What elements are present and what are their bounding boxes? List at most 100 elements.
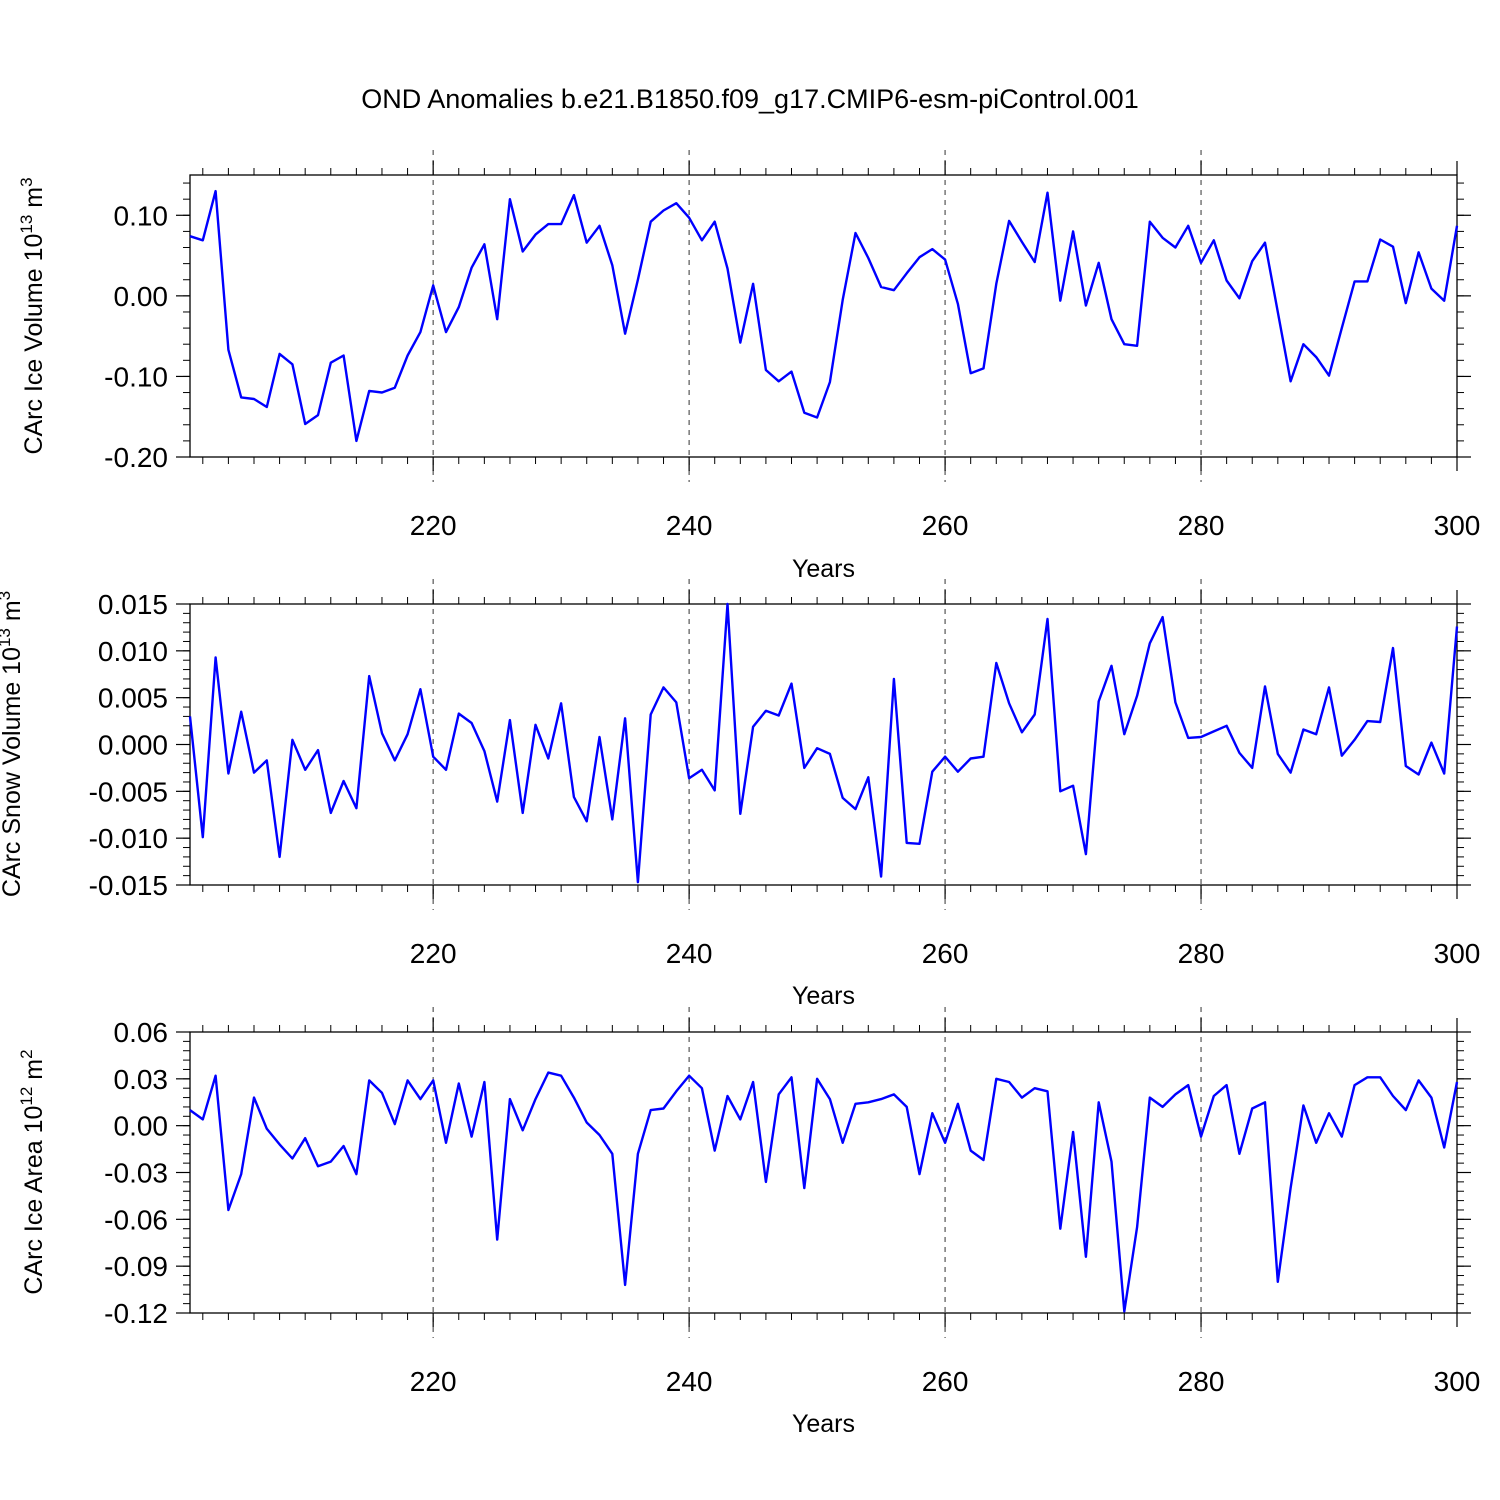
data-point <box>816 1078 818 1080</box>
data-point <box>1136 695 1138 697</box>
data-point <box>611 818 613 820</box>
data-point <box>419 1098 421 1100</box>
data-point <box>227 349 229 351</box>
data-point <box>240 711 242 713</box>
data-point <box>291 1157 293 1159</box>
data-point <box>995 662 997 664</box>
data-point <box>867 257 869 259</box>
data-point <box>1456 225 1458 227</box>
data-point <box>1085 1256 1087 1258</box>
data-point <box>1315 1142 1317 1144</box>
data-point <box>1328 1112 1330 1114</box>
data-point <box>1366 280 1368 282</box>
data-point <box>816 416 818 418</box>
x-tick-label: 220 <box>410 510 457 541</box>
data-point <box>624 1284 626 1286</box>
data-point <box>470 266 472 268</box>
data-point <box>1097 262 1099 264</box>
data-point <box>381 732 383 734</box>
data-point <box>778 1093 780 1095</box>
data-point <box>394 1123 396 1125</box>
x-tick-label: 240 <box>666 938 713 969</box>
data-point <box>931 1112 933 1114</box>
data-point <box>483 243 485 245</box>
data-point <box>714 1149 716 1151</box>
data-point <box>483 1081 485 1083</box>
data-point <box>189 715 191 717</box>
data-point <box>509 198 511 200</box>
data-point <box>278 1143 280 1145</box>
data-point <box>1353 1084 1355 1086</box>
data-point <box>470 722 472 724</box>
data-point <box>470 1135 472 1137</box>
data-point <box>905 1106 907 1108</box>
data-point <box>1277 753 1279 755</box>
data-point <box>893 1093 895 1095</box>
data-point <box>1123 1310 1125 1312</box>
data-point <box>803 411 805 413</box>
data-point <box>1405 302 1407 304</box>
x-axis-title: Years <box>792 982 855 1010</box>
y-axis-title-text: CArc Ice Area 10 <box>20 1106 48 1295</box>
data-point <box>1341 327 1343 329</box>
data-point <box>214 190 216 192</box>
data-point <box>1046 618 1048 620</box>
data-point <box>1251 260 1253 262</box>
data-point <box>214 1075 216 1077</box>
data-point <box>880 875 882 877</box>
data-point <box>1264 241 1266 243</box>
data-point <box>739 1118 741 1120</box>
data-point <box>573 1096 575 1098</box>
data-point <box>1161 616 1163 618</box>
data-point <box>944 1142 946 1144</box>
data-point <box>214 656 216 658</box>
data-point <box>1046 1090 1048 1092</box>
data-point <box>854 1103 856 1105</box>
data-point <box>611 264 613 266</box>
data-point <box>918 1173 920 1175</box>
data-point <box>841 1142 843 1144</box>
y-axis-title-unit-exponent: 3 <box>0 591 14 600</box>
data-point <box>803 767 805 769</box>
data-point <box>829 753 831 755</box>
data-point <box>1238 1153 1240 1155</box>
y-tick-label: -0.010 <box>89 823 168 854</box>
data-point <box>1353 739 1355 741</box>
data-point <box>905 272 907 274</box>
plot-frame <box>189 174 1458 458</box>
data-point <box>1097 700 1099 702</box>
data-point <box>1379 238 1381 240</box>
data-point <box>688 1075 690 1077</box>
data-point <box>547 757 549 759</box>
data-point <box>227 772 229 774</box>
data-point <box>496 318 498 320</box>
data-point <box>253 771 255 773</box>
data-point <box>918 256 920 258</box>
data-point <box>765 369 767 371</box>
data-point <box>586 241 588 243</box>
data-point <box>342 354 344 356</box>
data-point <box>650 713 652 715</box>
data-point <box>1430 741 1432 743</box>
data-point <box>253 398 255 400</box>
data-point <box>1341 755 1343 757</box>
data-point <box>202 836 204 838</box>
x-tick-label: 280 <box>1178 1366 1225 1397</box>
data-point <box>573 194 575 196</box>
data-point <box>1417 773 1419 775</box>
data-point <box>368 675 370 677</box>
data-point <box>355 807 357 809</box>
data-point <box>1392 1095 1394 1097</box>
data-point <box>445 769 447 771</box>
x-tick-label: 260 <box>922 938 969 969</box>
data-point <box>1200 1135 1202 1137</box>
data-point <box>1379 721 1381 723</box>
data-point <box>317 414 319 416</box>
panel-2: -0.015 -0.010 -0.005 0.000 0.005 0.010 0.015 22… <box>0 579 1480 1010</box>
data-point <box>893 678 895 680</box>
data-point <box>931 248 933 250</box>
data-point <box>1392 246 1394 248</box>
y-axis-title-unit-exponent: 3 <box>17 177 36 186</box>
data-point <box>1008 702 1010 704</box>
data-point <box>1443 1146 1445 1148</box>
